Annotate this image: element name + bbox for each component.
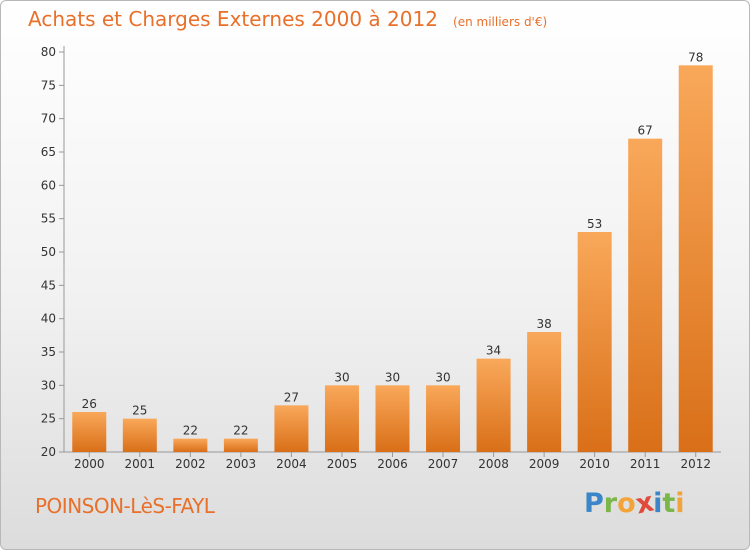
y-tick-label: 75 [41,78,56,92]
y-tick-label: 30 [41,378,56,392]
x-tick-label: 2006 [377,457,408,471]
logo-letter: r [603,488,618,519]
y-tick-label: 45 [41,278,56,292]
x-tick-label: 2008 [478,457,509,471]
bar-value-label: 53 [587,217,602,231]
x-tick-label: 2011 [630,457,661,471]
logo-letter: o [617,488,636,519]
proxiti-logo: Proxiti [584,487,685,521]
bar [476,358,511,452]
bar-value-label: 67 [638,124,653,138]
x-tick-label: 2003 [226,457,257,471]
bar-value-label: 26 [82,397,97,411]
x-tick-label: 2005 [327,457,358,471]
logo-letter: i [653,488,663,519]
bar [274,405,309,452]
bar [678,65,713,452]
bar-value-label: 34 [486,344,501,358]
chart-title: Achats et Charges Externes 2000 à 2012 (… [28,7,547,31]
bar [223,438,258,452]
y-tick-label: 65 [41,145,56,159]
bar-value-label: 30 [385,370,400,384]
y-tick-label: 25 [41,412,56,426]
bar-value-label: 78 [688,50,703,64]
bar-value-label: 27 [284,390,299,404]
bar-value-label: 30 [334,370,349,384]
x-tick-label: 2010 [579,457,610,471]
x-tick-label: 2004 [276,457,307,471]
bar-value-label: 30 [435,370,450,384]
bar [324,385,359,452]
logo-letter: t [662,488,676,519]
title-text: Achats et Charges Externes 2000 à 2012 [28,7,438,31]
unit-label: (en milliers d'€) [453,15,548,29]
bar [527,332,562,452]
x-tick-label: 2000 [74,457,105,471]
bar [173,438,208,452]
bar-value-label: 22 [183,424,198,438]
x-tick-label: 2002 [175,457,206,471]
bar [628,138,663,452]
bar-value-label: 38 [536,317,551,331]
bar [72,412,107,452]
bar [426,385,461,452]
y-tick-label: 55 [41,212,56,226]
x-tick-label: 2012 [680,457,711,471]
y-tick-label: 40 [41,312,56,326]
bar-value-label: 22 [233,424,248,438]
x-tick-label: 2007 [428,457,459,471]
y-tick-label: 35 [41,345,56,359]
x-tick-label: 2001 [125,457,156,471]
bar [577,232,612,452]
y-tick-label: 80 [41,45,56,59]
place-name: POINSON-LèS-FAYL [35,494,215,518]
y-tick-label: 70 [41,112,56,126]
y-tick-label: 60 [41,178,56,192]
logo-letter: i [675,488,685,519]
x-tick-label: 2009 [529,457,560,471]
bar [375,385,410,452]
bar [122,418,157,452]
y-tick-label: 50 [41,245,56,259]
logo-letter: P [584,488,604,519]
y-tick-label: 20 [41,445,56,459]
bar-value-label: 25 [132,404,147,418]
